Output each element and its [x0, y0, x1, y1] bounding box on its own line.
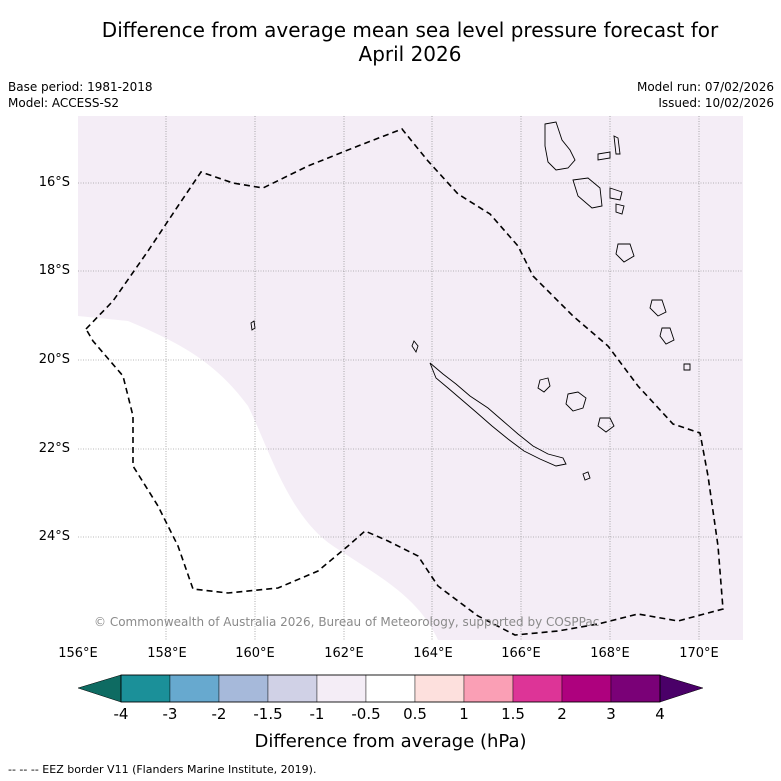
mare-island — [597, 417, 615, 433]
cbar-tick-9: 1.5 — [501, 705, 525, 723]
vanuatu-espiritu-santo — [544, 121, 576, 171]
colorbar-bin-5 — [316, 674, 367, 703]
lat-label-20s: 20°S — [38, 352, 70, 367]
lon-label-164e: 164°E — [413, 646, 453, 661]
lon-label-170e: 170°E — [679, 646, 719, 661]
graticule — [78, 116, 743, 640]
lon-label-158e: 158°E — [147, 646, 187, 661]
vanuatu-tanna — [659, 327, 675, 345]
colorbar-bin-10 — [561, 674, 612, 703]
cbar-tick-6: -0.5 — [351, 705, 381, 723]
vanuatu-malakula — [572, 177, 603, 209]
lat-label-24s: 24°S — [38, 529, 70, 544]
new-caledonia-island — [429, 362, 567, 467]
colorbar-bin-4 — [267, 674, 318, 703]
colorbar-extend-high — [659, 674, 704, 703]
belep-islands — [411, 340, 419, 354]
vanuatu-epi — [615, 203, 625, 215]
lon-label-160e: 160°E — [235, 646, 275, 661]
cbar-tick-4: -1.5 — [253, 705, 283, 723]
colorbar-bin-1 — [120, 674, 171, 703]
vanuatu-erromango — [649, 299, 667, 317]
colorbar — [78, 674, 704, 703]
colorbar-frame — [120, 674, 661, 703]
model-run: Model run: 07/02/2026 — [636, 80, 774, 94]
colorbar-bins — [120, 674, 661, 703]
cbar-tick-5: -1 — [309, 705, 325, 723]
colorbar-extend-low — [78, 674, 122, 703]
lon-label-156e: 156°E — [58, 646, 98, 661]
vanuatu-efate — [615, 243, 635, 263]
cbar-tick-8: 1 — [459, 705, 469, 723]
colorbar-title: Difference from average (hPa) — [254, 731, 527, 752]
title-line-2: April 2026 — [358, 42, 462, 66]
meta-left: Base period: 1981-2018 Model: ACCESS-S2 — [8, 79, 153, 111]
colorbar-bin-8 — [463, 674, 514, 703]
meta-right: Model run: 07/02/2026 Issued: 10/02/2026 — [637, 79, 774, 111]
colorbar-bin-11 — [610, 674, 661, 703]
vanuatu-maewo — [613, 135, 621, 155]
issued-date: Issued: 10/02/2026 — [658, 96, 774, 110]
map-panel: © Commonwealth of Australia 2026, Bureau… — [78, 116, 743, 640]
base-period: Base period: 1981-2018 — [8, 80, 153, 94]
ile-des-pins — [582, 471, 591, 481]
cbar-tick-3: -2 — [211, 705, 227, 723]
eez-border — [85, 128, 724, 636]
title-line-1: Difference from average mean sea level p… — [101, 18, 719, 42]
colorbar-bin-2 — [169, 674, 220, 703]
vanuatu-aneityum — [683, 363, 691, 371]
footer-note: -- -- -- EEZ border V11 (Flanders Marine… — [8, 763, 317, 776]
map-svg: © Commonwealth of Australia 2026, Bureau… — [78, 116, 743, 640]
lat-label-18s: 18°S — [38, 263, 70, 278]
cbar-tick-11: 3 — [606, 705, 616, 723]
lon-label-162e: 162°E — [324, 646, 364, 661]
lon-label-166e: 166°E — [501, 646, 541, 661]
colorbar-bin-7 — [414, 674, 465, 703]
chart-title: Difference from average mean sea level p… — [40, 18, 780, 66]
model-name: Model: ACCESS-S2 — [8, 96, 120, 110]
colorbar-bin-9 — [512, 674, 563, 703]
vanuatu-pentecost — [609, 187, 623, 201]
cbar-tick-7: 0.5 — [403, 705, 427, 723]
cbar-tick-1: -4 — [113, 705, 129, 723]
chesterfield-reef — [250, 320, 256, 331]
anomaly-shading — [78, 116, 743, 640]
cbar-tick-12: 4 — [655, 705, 665, 723]
cbar-tick-2: -3 — [162, 705, 178, 723]
ouvea-island — [537, 377, 551, 393]
coastlines — [250, 121, 691, 481]
colorbar-bin-6 — [365, 674, 416, 703]
lon-label-168e: 168°E — [590, 646, 630, 661]
cbar-tick-10: 2 — [557, 705, 567, 723]
vanuatu-ambae — [597, 151, 611, 161]
lat-label-16s: 16°S — [38, 175, 70, 190]
lifou-island — [565, 391, 587, 412]
colorbar-bin-3 — [218, 674, 269, 703]
lat-label-22s: 22°S — [38, 441, 70, 456]
copyright-notice: © Commonwealth of Australia 2026, Bureau… — [94, 615, 599, 629]
